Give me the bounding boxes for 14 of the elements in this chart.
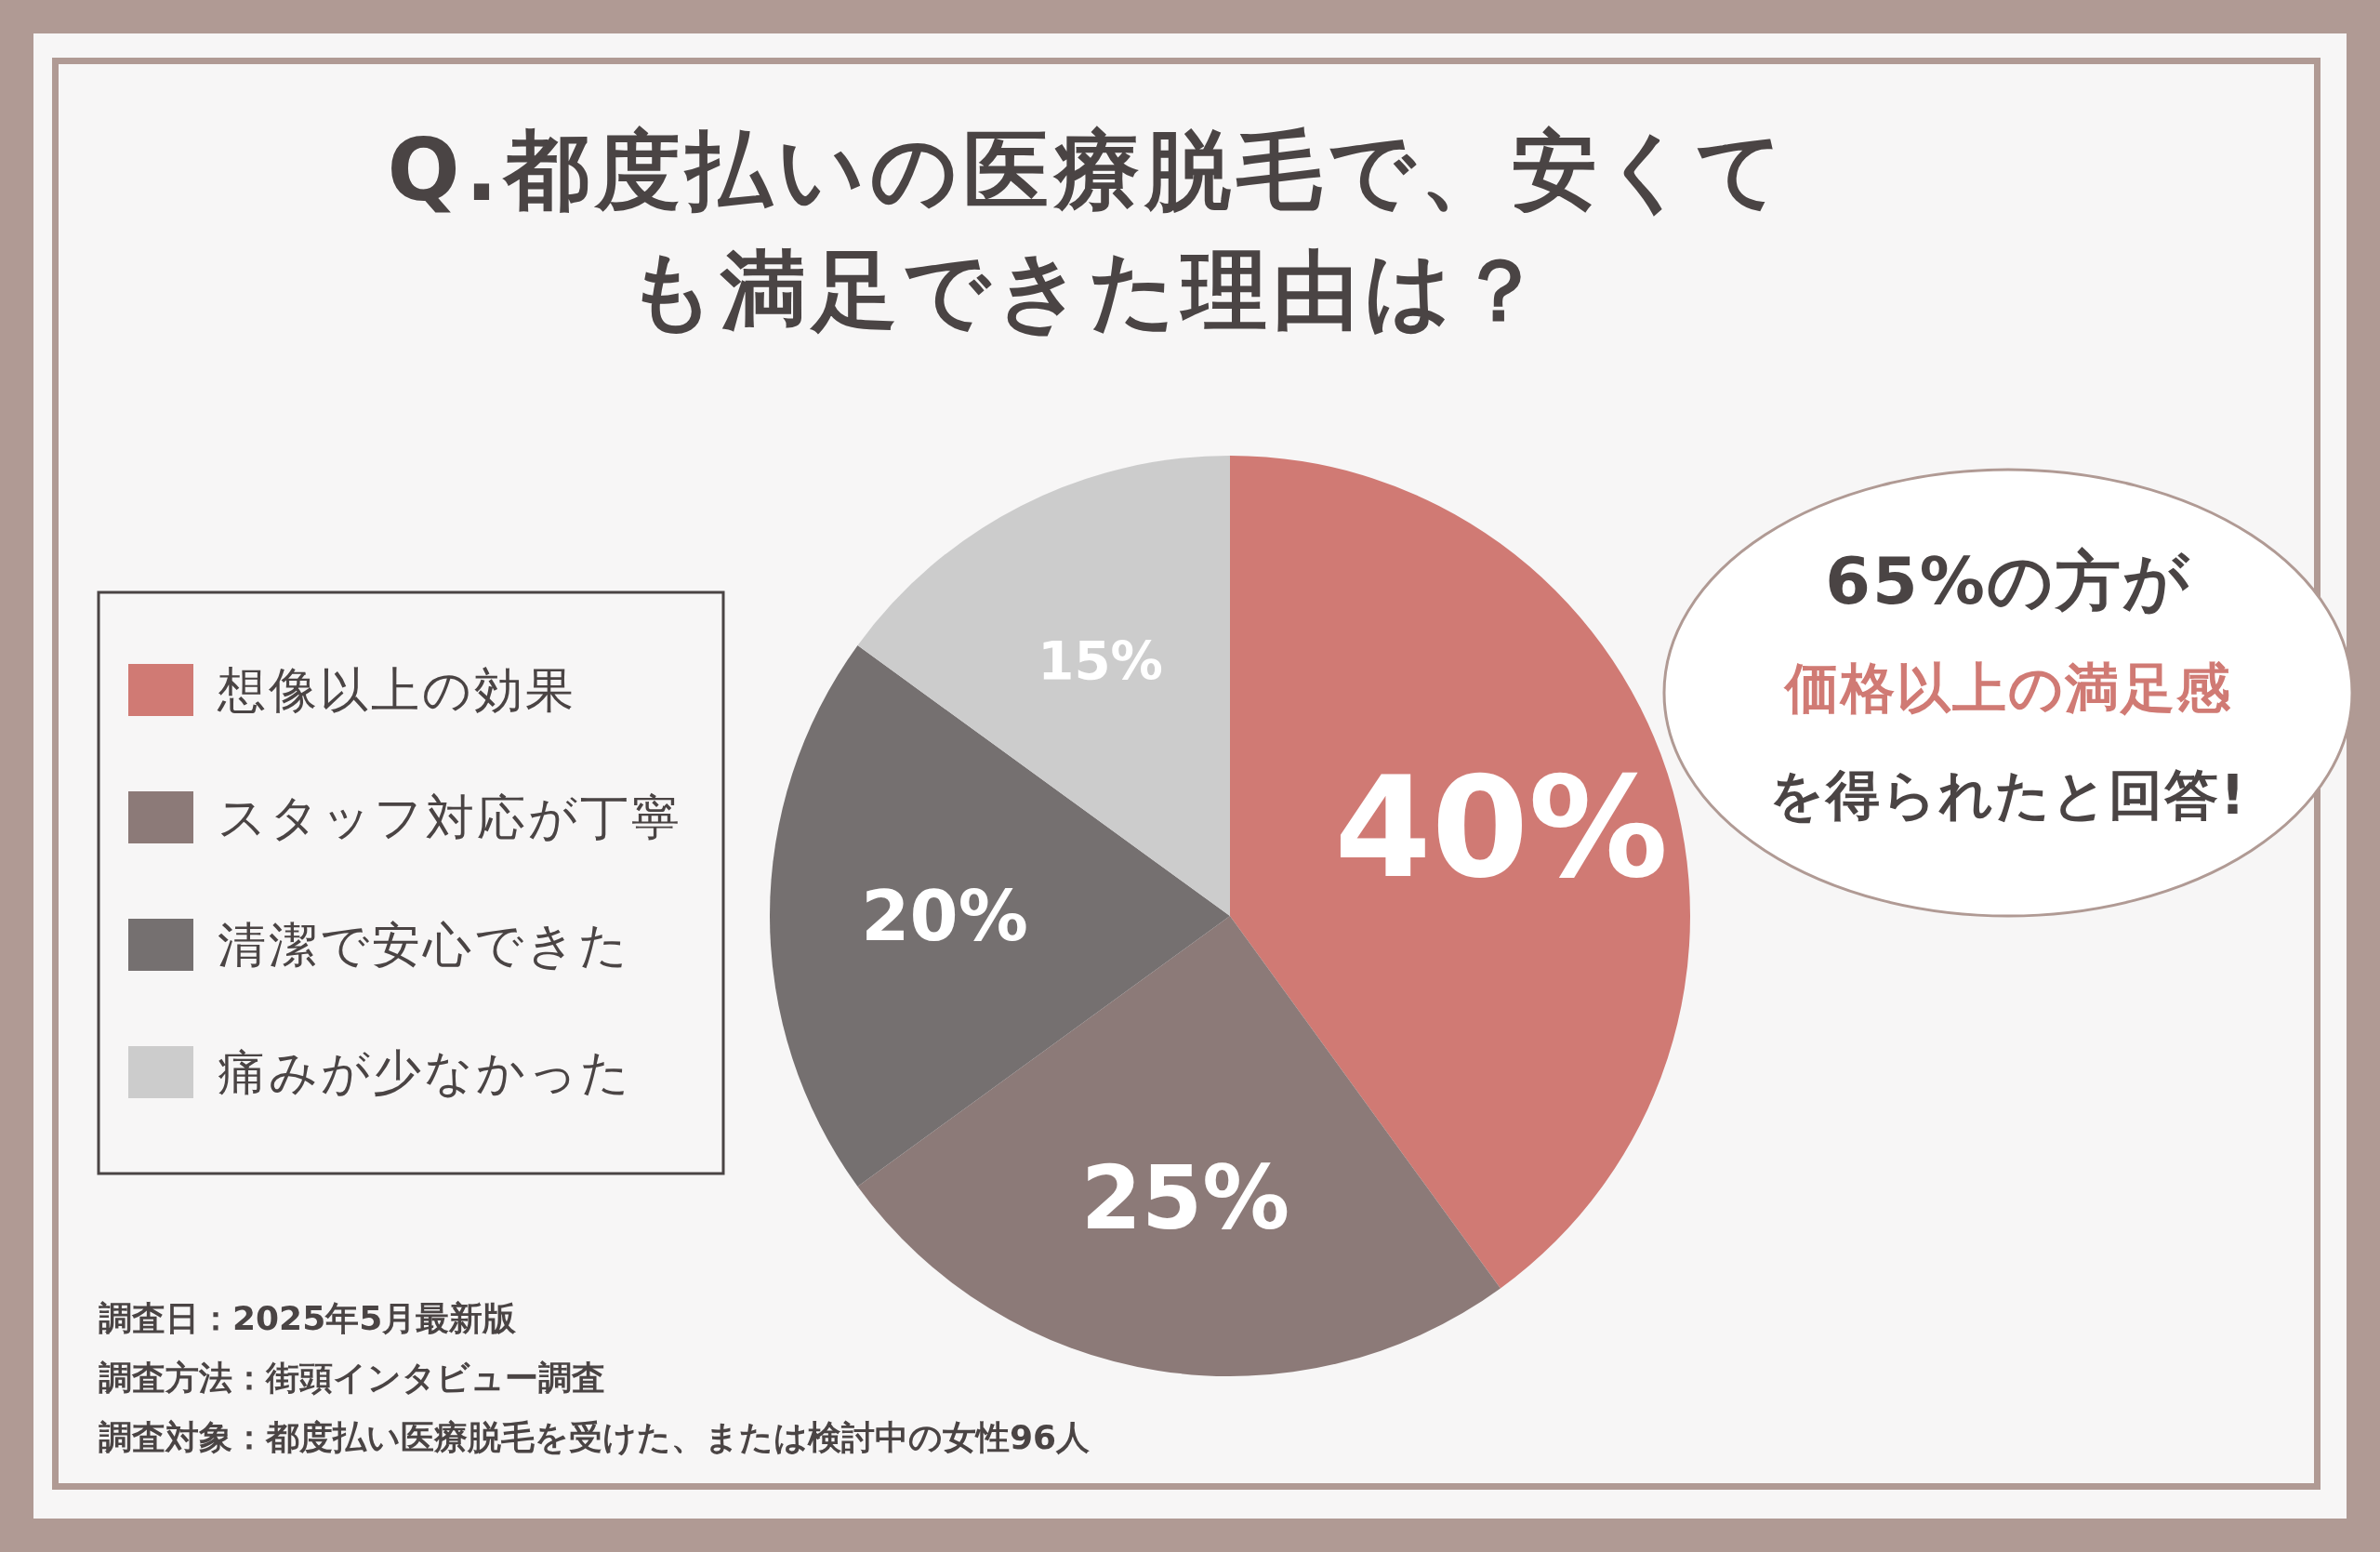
text: 65%の方が [1825, 543, 2191, 619]
data-label: 40% [1334, 747, 1669, 909]
data-label: 20% [861, 875, 1028, 957]
text: 調査対象：都度払い医療脱毛を受けた、または検討中の女性96人 [99, 1417, 1091, 1456]
text: 価格以上の満足感 [1782, 657, 2232, 720]
text: を得られたと回答! [1769, 763, 2247, 827]
legend-label: 清潔で安心できた [218, 917, 630, 973]
legend-label: 痛みが少なかった [218, 1044, 632, 1100]
legend-label: 想像以上の効果 [217, 662, 576, 718]
legend-label: スタッフ対応が丁寧 [218, 789, 682, 845]
text: 調査日：2025年5月最新版 [99, 1298, 518, 1337]
data-label: 25% [1080, 1147, 1290, 1249]
text: 調査方法：街頭インタビュー調査 [99, 1358, 605, 1397]
chart-title: Q.都度払いの医療脱毛で、安くても満足できた理由は？ [386, 120, 1790, 342]
